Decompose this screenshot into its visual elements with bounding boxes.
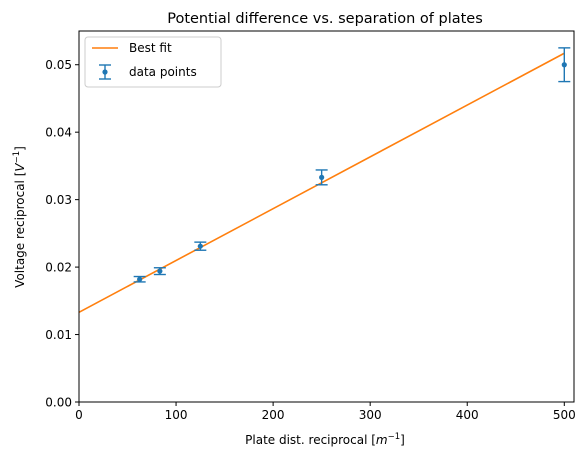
legend-marker-data-points: [99, 64, 111, 80]
y-axis: 0.00 0.01 0.02 0.03 0.04 0.05: [45, 58, 79, 409]
x-axis-label: Plate dist. reciprocal [m−1]: [245, 432, 405, 447]
x-axis-label-var: m: [376, 433, 388, 447]
y-tick-label: 0.01: [45, 328, 72, 342]
x-axis-label-base: Plate dist. reciprocal [: [245, 433, 376, 447]
x-tick-label: 200: [262, 408, 285, 422]
y-tick-label: 0.04: [45, 125, 72, 139]
plot-frame: [78, 30, 575, 403]
x-tick-label: 0: [75, 408, 83, 422]
y-axis-label-base: Voltage reciprocal [: [13, 172, 27, 288]
chart-title: Potential difference vs. separation of p…: [167, 11, 483, 27]
data-point-4: [315, 169, 328, 186]
legend-box: [84, 36, 222, 88]
legend-label-data-points: data points: [129, 65, 197, 79]
y-axis-label-end: ]: [13, 146, 27, 151]
y-axis-label-sup: −1: [12, 151, 22, 164]
y-axis-label-var: V: [13, 163, 27, 172]
data-point-marker: [157, 268, 163, 274]
plot-area: [78, 47, 571, 313]
legend: Best fit data points: [84, 36, 222, 88]
data-point-5: [558, 47, 571, 83]
y-tick-label: 0.03: [45, 193, 72, 207]
x-tick-label: 400: [456, 408, 479, 422]
y-axis-label: Voltage reciprocal [V−1]: [12, 146, 27, 288]
x-axis-label-sup: −1: [388, 432, 401, 442]
data-point-marker: [197, 243, 203, 249]
data-point-2: [153, 267, 166, 276]
data-point-marker: [319, 174, 325, 180]
x-axis: 0 100 200 300 400 500: [75, 402, 576, 422]
x-tick-label: 100: [165, 408, 188, 422]
legend-point: [102, 69, 108, 75]
x-axis-label-end: ]: [400, 433, 405, 447]
y-tick-label: 0.02: [45, 260, 72, 274]
y-tick-label: 0.05: [45, 58, 72, 72]
data-point-marker: [137, 276, 143, 282]
data-point-1: [133, 275, 146, 283]
x-tick-label: 300: [359, 408, 382, 422]
y-tick-label: 0.00: [45, 395, 72, 409]
data-point-3: [194, 241, 207, 251]
data-point-marker: [561, 62, 567, 68]
x-tick-label: 500: [553, 408, 576, 422]
legend-label-best-fit: Best fit: [129, 41, 172, 55]
